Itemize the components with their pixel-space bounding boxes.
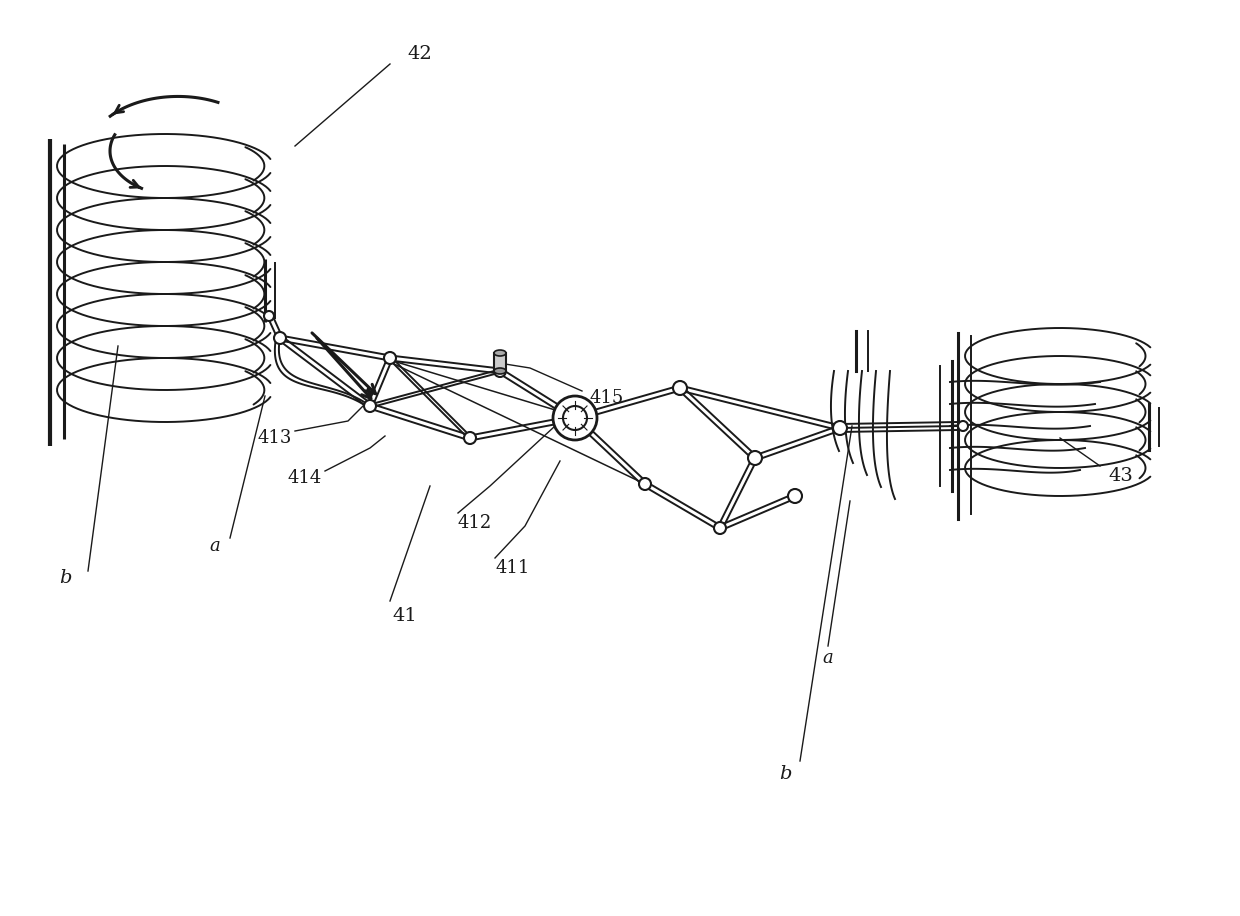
- Circle shape: [833, 421, 847, 435]
- Text: b: b: [58, 569, 71, 587]
- Circle shape: [714, 522, 725, 534]
- Text: 411: 411: [495, 559, 529, 577]
- Circle shape: [959, 421, 968, 431]
- Circle shape: [365, 400, 376, 412]
- Text: 413: 413: [258, 429, 291, 447]
- Circle shape: [749, 452, 761, 464]
- Circle shape: [748, 451, 763, 465]
- Text: 414: 414: [288, 469, 322, 487]
- Circle shape: [563, 406, 587, 430]
- Circle shape: [569, 412, 582, 424]
- Circle shape: [789, 490, 801, 502]
- Bar: [494, 353, 506, 371]
- Text: a: a: [210, 537, 221, 555]
- Text: 42: 42: [408, 45, 433, 63]
- Circle shape: [675, 382, 686, 394]
- Ellipse shape: [494, 350, 506, 356]
- Circle shape: [264, 311, 274, 321]
- Ellipse shape: [494, 368, 506, 374]
- Text: 41: 41: [393, 607, 418, 625]
- Text: 412: 412: [458, 514, 492, 532]
- Circle shape: [384, 352, 396, 364]
- Circle shape: [274, 332, 286, 344]
- Text: b: b: [779, 765, 791, 783]
- Circle shape: [835, 422, 846, 434]
- Circle shape: [464, 432, 476, 444]
- Text: 415: 415: [590, 389, 624, 407]
- Circle shape: [673, 381, 687, 395]
- Circle shape: [494, 365, 506, 377]
- Text: 43: 43: [1109, 467, 1133, 485]
- Circle shape: [787, 489, 802, 503]
- Circle shape: [639, 478, 651, 490]
- Circle shape: [553, 396, 596, 440]
- Text: a: a: [822, 649, 833, 667]
